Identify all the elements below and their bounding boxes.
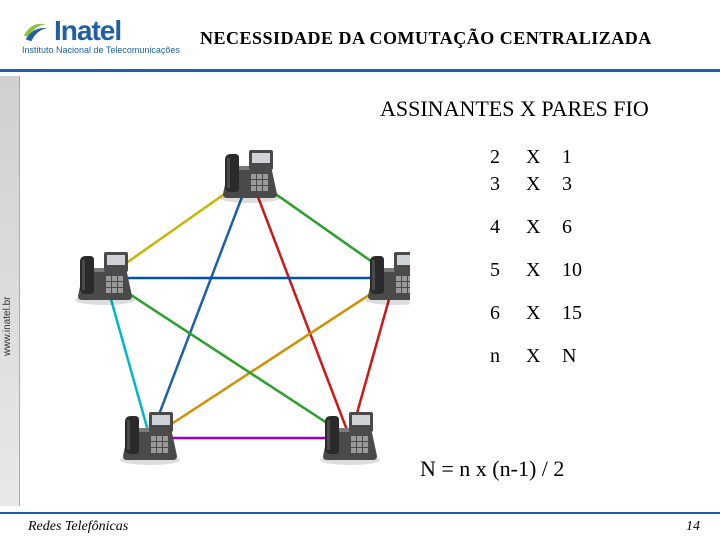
content: ASSINANTES X PARES FIO 2X13X34X65X106X15… bbox=[20, 76, 720, 510]
table-row: 3X3 bbox=[490, 173, 582, 196]
table-row: 5X 10 bbox=[490, 259, 582, 282]
table-row: 6X 15 bbox=[490, 302, 582, 325]
table-cell: 10 bbox=[562, 259, 582, 282]
phone-icon bbox=[75, 252, 135, 305]
phone-icon bbox=[365, 252, 410, 305]
footer: Redes Telefônicas 14 bbox=[0, 512, 720, 540]
table-cell: X bbox=[526, 302, 546, 325]
logo-main: Inatel bbox=[22, 15, 180, 47]
table-cell: 1 bbox=[562, 146, 582, 169]
table-cell: N bbox=[562, 345, 582, 368]
phone-icon bbox=[220, 150, 280, 203]
table-cell: 6 bbox=[490, 302, 510, 325]
edge bbox=[250, 176, 350, 438]
table-cell: 2 bbox=[490, 146, 510, 169]
table-cell: X bbox=[526, 216, 546, 239]
logo-subtitle: Instituto Nacional de Telecomunicações bbox=[22, 45, 180, 55]
table-cell: 15 bbox=[562, 302, 582, 325]
sidebar-url: www.inatel.br bbox=[2, 297, 13, 356]
phone-icon bbox=[120, 412, 180, 465]
table-cell: 6 bbox=[562, 216, 582, 239]
table-row: nXN bbox=[490, 345, 582, 368]
table-cell: 4 bbox=[490, 216, 510, 239]
table-row: 4X6 bbox=[490, 216, 582, 239]
phone-icon bbox=[320, 412, 380, 465]
sidebar: www.inatel.br bbox=[0, 76, 20, 506]
logo: Inatel Instituto Nacional de Telecomunic… bbox=[22, 15, 180, 55]
table-cell: n bbox=[490, 345, 510, 368]
table-cell: 5 bbox=[490, 259, 510, 282]
pairs-table: 2X13X34X65X106X15nXN bbox=[490, 146, 582, 372]
page-number: 14 bbox=[686, 519, 700, 535]
table-row: 2X1 bbox=[490, 146, 582, 169]
table-cell: X bbox=[526, 259, 546, 282]
header: Inatel Instituto Nacional de Telecomunic… bbox=[0, 0, 720, 72]
edge bbox=[105, 278, 350, 438]
table-cell: 3 bbox=[490, 173, 510, 196]
mesh-diagram bbox=[40, 126, 410, 466]
page-title: NECESSIDADE DA COMUTAÇÃO CENTRALIZADA bbox=[200, 28, 652, 49]
subtitle: ASSINANTES X PARES FIO bbox=[380, 96, 649, 122]
logo-swoosh-icon bbox=[22, 17, 50, 45]
edge bbox=[150, 176, 250, 438]
table-cell: 3 bbox=[562, 173, 582, 196]
logo-text: Inatel bbox=[54, 15, 121, 47]
formula: N = n x (n-1) / 2 bbox=[420, 456, 564, 482]
footer-title: Redes Telefônicas bbox=[28, 519, 128, 535]
table-cell: X bbox=[526, 146, 546, 169]
table-cell: X bbox=[526, 173, 546, 196]
table-cell: X bbox=[526, 345, 546, 368]
